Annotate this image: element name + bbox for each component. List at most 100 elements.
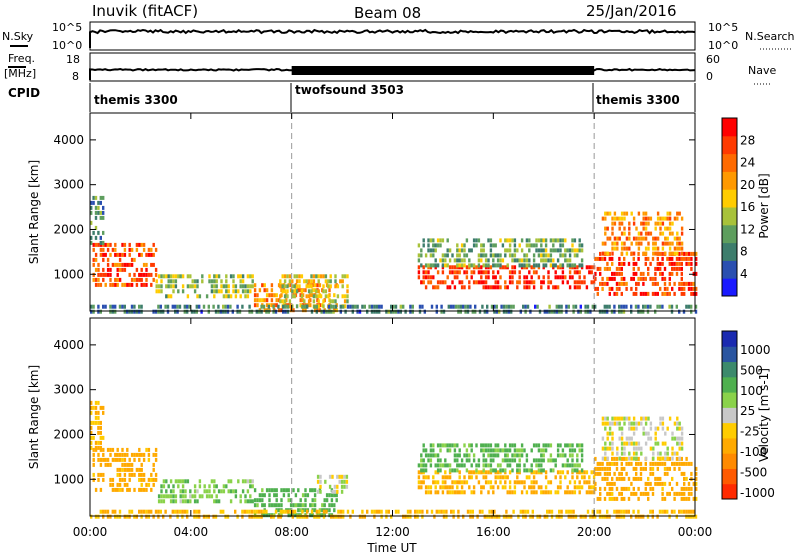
heatmap-cell [603, 486, 607, 491]
heatmap-cell [547, 443, 550, 448]
heatmap-cell [298, 274, 301, 279]
heatmap-cell [489, 485, 493, 490]
heatmap-cell [174, 309, 177, 314]
heatmap-cell [647, 476, 650, 481]
heatmap-cell [654, 271, 657, 276]
heatmap-cell [434, 480, 437, 485]
heatmap-cell [623, 226, 626, 231]
heatmap-cell [494, 243, 497, 248]
heatmap-cell [94, 420, 98, 425]
heatmap-cell [513, 480, 517, 485]
heatmap-cell [334, 274, 337, 279]
heatmap-cell [588, 270, 591, 275]
heatmap-cell [448, 248, 452, 253]
heatmap-cell [468, 248, 471, 253]
heatmap-cell [157, 509, 160, 514]
heatmap-cell [249, 494, 252, 499]
heatmap-cell [552, 263, 555, 268]
heatmap-cell [591, 514, 594, 519]
heatmap-cell [594, 304, 597, 309]
heatmap-cell [676, 211, 679, 216]
heatmap-cell [111, 304, 114, 309]
heatmap-cell [133, 514, 136, 519]
heatmap-cell [504, 265, 507, 270]
heatmap-cell [366, 309, 369, 314]
heatmap-cell [404, 514, 407, 519]
heatmap-cell [422, 243, 425, 248]
heatmap-cell [318, 514, 321, 519]
heatmap-cell [309, 303, 312, 308]
heatmap-cell [109, 462, 112, 467]
heatmap-cell [604, 226, 607, 231]
heatmap-cell [121, 462, 124, 467]
heatmap-cell [481, 509, 484, 514]
heatmap-cell [637, 514, 640, 519]
heatmap-cell [128, 462, 131, 467]
heatmap-cell [439, 463, 442, 468]
heatmap-cell [590, 470, 593, 475]
heatmap-cell [680, 426, 684, 431]
heatmap-cell [116, 262, 119, 267]
heatmap-cell [618, 471, 621, 476]
heatmap-cell [601, 241, 605, 246]
heatmap-cell [328, 508, 331, 513]
heatmap-cell [544, 470, 548, 475]
heatmap-cell [126, 447, 129, 452]
heatmap-cell [241, 489, 245, 494]
heatmap-cell [620, 211, 624, 216]
heatmap-cell [598, 309, 602, 314]
heatmap-cell [661, 231, 665, 236]
heatmap-cell [683, 286, 686, 291]
heatmap-cell [475, 463, 478, 468]
heatmap-cell [417, 485, 421, 490]
heatmap-cell [505, 304, 508, 309]
heatmap-cell [558, 509, 561, 514]
heatmap-cell [556, 258, 560, 263]
heatmap-cell [458, 263, 461, 268]
heatmap-cell [448, 258, 452, 263]
heatmap-cell [620, 491, 623, 496]
heatmap-cell [613, 304, 616, 309]
heatmap-cell [606, 466, 609, 471]
heatmap-cell [613, 456, 616, 461]
heatmap-cell [446, 443, 449, 448]
power-colorbar-tick: 20 [740, 178, 755, 192]
heatmap-cell [200, 309, 203, 314]
heatmap-cell [179, 489, 182, 494]
heatmap-cell [283, 274, 287, 279]
heatmap-cell [441, 443, 445, 448]
heatmap-cell [470, 470, 473, 475]
heatmap-cell [499, 263, 502, 268]
heatmap-cell [439, 468, 442, 473]
heatmap-cell [680, 261, 683, 266]
heatmap-cell [685, 486, 688, 491]
heatmap-cell [613, 509, 616, 514]
heatmap-cell [439, 458, 442, 463]
heatmap-cell [341, 279, 344, 284]
heatmap-cell [304, 508, 307, 513]
heatmap-cell [656, 236, 660, 241]
heatmap-cell [620, 416, 624, 421]
heatmap-cell [220, 489, 223, 494]
heatmap-cell [283, 299, 287, 304]
heatmap-cell [465, 275, 469, 280]
heatmap-cell [90, 410, 93, 415]
heatmap-cell [622, 509, 626, 514]
heatmap-cell [554, 263, 557, 268]
heatmap-cell [628, 441, 631, 446]
heatmap-cell [484, 258, 488, 263]
heatmap-cell [666, 456, 669, 461]
heatmap-cell [668, 256, 671, 261]
heatmap-cell [140, 277, 143, 282]
heatmap-cell [516, 285, 519, 290]
heatmap-cell [573, 468, 577, 473]
heatmap-cell [680, 271, 683, 276]
heatmap-cell [118, 482, 122, 487]
heatmap-cell [439, 280, 442, 285]
heatmap-cell [606, 276, 609, 281]
heatmap-cell [611, 241, 614, 246]
heatmap-cell [465, 448, 469, 453]
heatmap-cell [470, 463, 473, 468]
heatmap-cell [580, 243, 584, 248]
heatmap-cell [599, 281, 602, 286]
